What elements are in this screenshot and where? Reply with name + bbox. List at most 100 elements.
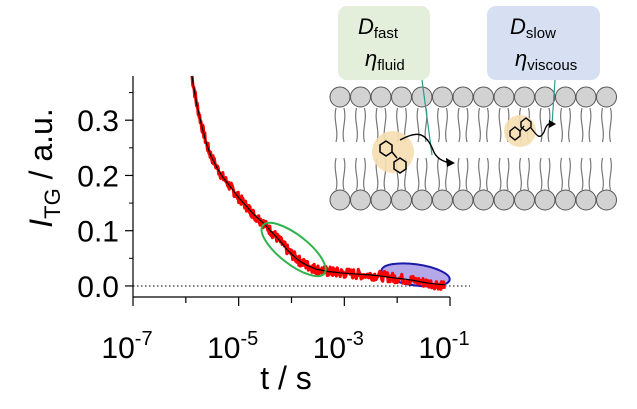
y-tick-label: 0.1 <box>77 216 119 249</box>
lipid-head <box>350 189 371 211</box>
x-tick-label: 10-1 <box>418 328 469 365</box>
lipid-tail <box>560 107 563 143</box>
lipid-tail <box>478 107 481 143</box>
lipid-tail <box>334 157 338 191</box>
lipid-head <box>432 86 453 108</box>
fast-arrowhead <box>446 158 455 167</box>
lipid-tail <box>334 107 338 143</box>
lipid-tail <box>355 107 358 143</box>
fast-callout-pointer <box>421 79 433 156</box>
lipid-tail <box>416 157 420 191</box>
lipid-tail <box>560 157 563 191</box>
lipid-tail <box>498 157 502 191</box>
x-tick-label: 10-5 <box>207 328 258 365</box>
lipid-tail <box>457 157 461 191</box>
fast-motion-arrow <box>399 133 453 164</box>
lipid-tail <box>506 157 510 191</box>
lipid-head <box>473 189 494 211</box>
lipid-tail <box>601 107 604 143</box>
slow-callout: Dslow ηviscous <box>487 6 600 126</box>
lipid-tail <box>342 157 346 191</box>
lipid-tail <box>355 157 358 191</box>
lipid-tail <box>363 107 366 143</box>
lipid-tail <box>527 157 530 191</box>
lipid-tail <box>424 157 428 191</box>
plot-area <box>133 75 470 291</box>
slow-callout-line2: ηviscous <box>515 46 577 74</box>
fast-component-highlight <box>260 221 327 278</box>
lipid-head <box>370 86 392 108</box>
fit-curve <box>191 75 445 286</box>
lipid-tail <box>465 107 469 143</box>
lipid-head <box>514 189 535 211</box>
lipid-tail <box>437 157 440 191</box>
lipid-tail <box>416 107 420 143</box>
lipid-tail <box>539 107 543 143</box>
lipid-head <box>534 189 556 211</box>
measured-data-trace <box>190 75 446 291</box>
lipid-tail <box>478 157 481 191</box>
lipid-head <box>391 189 412 211</box>
lipid-tail <box>486 157 489 191</box>
lipid-head <box>452 189 474 211</box>
x-axis-label: t / s <box>260 360 312 396</box>
lipid-tail <box>445 107 448 143</box>
fast-callout: Dfast ηfluid <box>338 6 433 156</box>
lipid-head <box>596 189 617 211</box>
lipid-tail <box>580 107 584 143</box>
lipid-tail <box>457 107 461 143</box>
lipid-tail <box>363 157 366 191</box>
lipid-tail <box>342 107 346 143</box>
slow-arrowhead <box>549 120 556 128</box>
lipid-bilayer-illustration <box>329 86 617 211</box>
slow-callout-box <box>487 6 600 80</box>
lipid-tail <box>519 157 522 191</box>
molecule-fast-glow <box>372 131 414 173</box>
slow-callout-pointer <box>551 79 556 126</box>
lipid-tail <box>437 107 440 143</box>
lipid-tail <box>568 157 571 191</box>
lipid-tail <box>375 107 379 143</box>
lipid-head <box>432 189 453 211</box>
lipid-tail <box>588 157 592 191</box>
y-axis-label: ITG / a.u. <box>23 108 65 228</box>
lipid-head <box>555 189 576 211</box>
lipid-head <box>493 86 515 108</box>
lipid-tail <box>539 157 543 191</box>
lipid-tail <box>486 107 489 143</box>
lipid-tail <box>498 107 502 143</box>
y-tick-label: 0.2 <box>77 160 119 193</box>
lipid-tail <box>609 157 612 191</box>
lipid-tail <box>601 157 604 191</box>
lipid-head <box>329 189 351 211</box>
y-axis-ticks: 0.0 0.1 0.2 0.3 <box>77 92 133 304</box>
lipid-head <box>555 86 576 108</box>
x-tick-label: 10-7 <box>101 328 152 365</box>
lipid-head <box>411 189 433 211</box>
lipid-tail <box>588 107 592 143</box>
fast-callout-line2: ηfluid <box>365 46 405 74</box>
lipid-head <box>473 86 494 108</box>
lipid-tail <box>547 157 551 191</box>
molecule-slow <box>504 115 556 147</box>
lipid-head <box>493 189 515 211</box>
lipid-head <box>350 86 371 108</box>
y-tick-label: 0.3 <box>77 105 119 138</box>
slow-callout-line1: Dslow <box>510 14 556 42</box>
lipid-tail <box>568 107 571 143</box>
axes: 0.0 0.1 0.2 0.3 10-7 10-5 10-3 10-1 <box>77 76 470 365</box>
lipid-head <box>329 86 351 108</box>
x-tick-label: 10-3 <box>313 328 364 365</box>
lipid-head <box>391 86 412 108</box>
lipid-tail <box>580 157 584 191</box>
x-axis-ticks: 10-7 10-5 10-3 10-1 <box>101 297 470 365</box>
lipid-head <box>575 86 597 108</box>
lipid-head <box>534 86 556 108</box>
lipid-head <box>452 86 474 108</box>
lipid-tail <box>609 107 612 143</box>
fast-callout-line1: Dfast <box>358 14 399 42</box>
lipid-head <box>514 86 535 108</box>
lipid-head <box>370 189 392 211</box>
lipid-head <box>411 86 433 108</box>
